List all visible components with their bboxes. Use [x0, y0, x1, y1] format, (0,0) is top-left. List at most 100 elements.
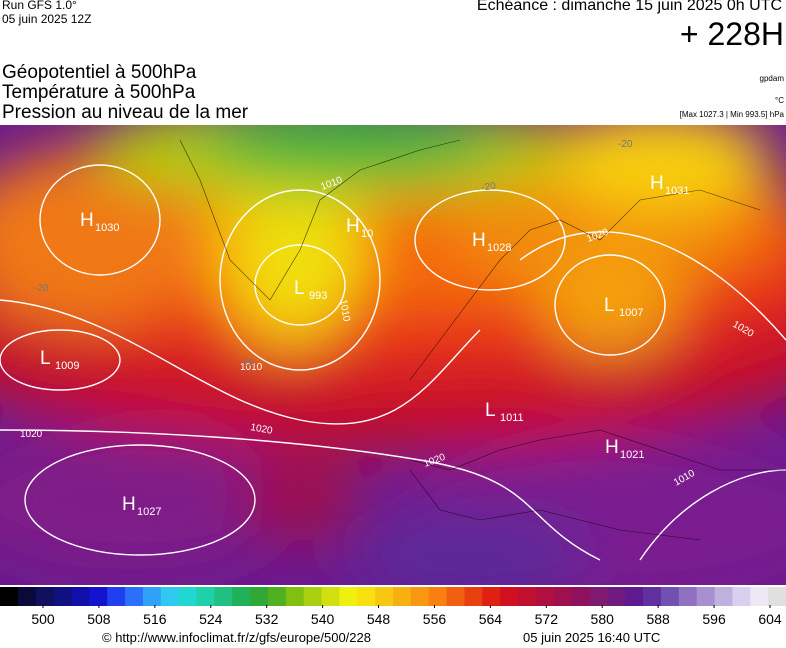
- contour-label: 1010: [240, 362, 263, 373]
- color-cell: [410, 587, 430, 606]
- colorbar: [0, 587, 786, 606]
- center-letter: L: [40, 348, 51, 369]
- footer-date: 05 juin 2025 16:40 UTC: [523, 630, 661, 645]
- color-cell: [553, 587, 573, 606]
- color-cell: [160, 587, 180, 606]
- center-letter: L: [485, 400, 496, 421]
- center-value: 1028: [487, 242, 511, 254]
- color-cell: [125, 587, 144, 606]
- contour-label: -20: [618, 139, 633, 150]
- colorbar-label: 508: [87, 611, 111, 627]
- colorbar-label: 564: [479, 611, 503, 627]
- center-value: 1027: [137, 506, 161, 518]
- color-cell: [178, 587, 197, 606]
- contour-label: 1020: [20, 429, 43, 440]
- center-letter: H: [80, 210, 94, 231]
- colorbar-label: 540: [311, 611, 335, 627]
- colorbar-label: 588: [646, 611, 670, 627]
- color-cell: [446, 587, 465, 606]
- color-cell: [571, 587, 590, 606]
- color-cell: [214, 587, 233, 606]
- colorbar-label: 548: [367, 611, 391, 627]
- color-cell: [285, 587, 305, 606]
- center-value: 1021: [620, 449, 644, 461]
- color-cell: [53, 587, 72, 606]
- contour-label: -20: [34, 283, 49, 294]
- colorbar-label: 604: [758, 611, 782, 627]
- color-cell: [232, 587, 251, 606]
- center-letter: H: [122, 494, 136, 515]
- colorbar-label: 532: [255, 611, 279, 627]
- colorbar-label: 580: [591, 611, 615, 627]
- title: Pression au niveau de la mer: [2, 102, 249, 123]
- coastlines: [179, 139, 786, 541]
- color-cell: [589, 587, 608, 606]
- color-cell: [0, 587, 19, 606]
- center-value: 1007: [619, 307, 643, 319]
- isobars: [0, 164, 786, 561]
- contour-label: -20: [240, 358, 255, 369]
- center-value: 993: [309, 290, 327, 302]
- title: Géopotentiel à 500hPa: [2, 62, 197, 83]
- center-value: 1011: [500, 412, 524, 424]
- color-cell: [696, 587, 716, 606]
- unit: gpdam: [759, 74, 784, 83]
- color-cell: [750, 587, 769, 606]
- colorbar-label: 516: [143, 611, 167, 627]
- center-letter: H: [605, 437, 619, 458]
- color-cell: [607, 587, 626, 606]
- color-cell: [714, 587, 733, 606]
- color-cell: [196, 587, 215, 606]
- color-cell: [71, 587, 90, 606]
- colorbar-label: 596: [702, 611, 726, 627]
- color-cell: [768, 587, 786, 606]
- color-cell: [660, 587, 680, 606]
- field: [0, 125, 786, 585]
- color-cell: [464, 587, 483, 606]
- color-cell: [321, 587, 340, 606]
- center-letter: H: [650, 173, 664, 194]
- center-letter: H: [472, 230, 486, 251]
- color-cell: [339, 587, 358, 606]
- color-cell: [518, 587, 537, 606]
- center-value: 1030: [95, 222, 119, 234]
- unit: °C: [775, 96, 784, 105]
- color-cell: [375, 587, 394, 606]
- color-cell: [482, 587, 501, 606]
- color-cell: [107, 587, 126, 606]
- color-cell: [250, 587, 269, 606]
- color-cell: [89, 587, 108, 606]
- color-cell: [393, 587, 412, 606]
- color-cell: [35, 587, 55, 606]
- unit: [Max 1027.3 | Min 993.5] hPa: [679, 110, 784, 119]
- center-letter: L: [604, 295, 615, 316]
- run-date: 05 juin 2025 12Z: [2, 12, 92, 26]
- colorbar-label: 500: [31, 611, 55, 627]
- center-letter: L: [294, 278, 305, 299]
- center-value: 10: [361, 228, 373, 240]
- contour-label: 1020: [249, 422, 273, 437]
- color-cell: [625, 587, 644, 606]
- center-value: 1031: [665, 185, 689, 197]
- run: Run GFS 1.0°: [2, 0, 77, 12]
- center-value: 1009: [55, 360, 79, 372]
- valid-time: Echéance : dimanche 15 juin 2025 0h UTC: [476, 0, 782, 14]
- colorbar-label: 524: [199, 611, 223, 627]
- colorbar-label: 556: [423, 611, 447, 627]
- color-cell: [678, 587, 698, 606]
- center-letter: H: [346, 216, 360, 237]
- lead-time: + 228H: [679, 16, 784, 52]
- color-cell: [267, 587, 287, 606]
- color-cell: [732, 587, 751, 606]
- title: Température à 500hPa: [2, 82, 196, 103]
- color-cell: [17, 587, 37, 606]
- color-cell: [357, 587, 376, 606]
- footer-url: © http://www.infoclimat.fr/z/gfs/europe/…: [102, 630, 371, 645]
- contour-label: -20: [481, 181, 498, 194]
- color-cell: [643, 587, 662, 606]
- color-cell: [500, 587, 519, 606]
- color-cell: [142, 587, 162, 606]
- color-cell: [535, 587, 555, 606]
